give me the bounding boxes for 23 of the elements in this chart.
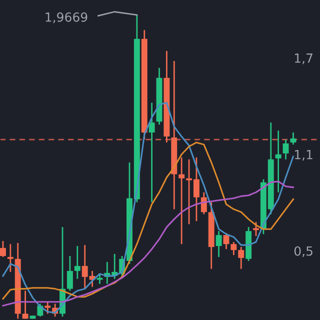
y-tick-label: 1,7 [294,54,312,64]
candlestick [66,255,73,292]
candlestick [282,138,289,160]
candlestick [290,132,296,146]
candlestick [22,290,28,320]
candlestick [178,156,185,245]
candlestick [74,245,80,280]
candlestick [230,241,237,256]
candlestick [0,240,6,258]
y-tick-label: 1,1 [294,150,312,161]
candlestick [253,221,259,237]
candlestick [223,232,230,250]
annotation: 1,9669 [46,12,88,24]
candlestick [216,230,222,258]
candlestick [238,246,244,270]
line-series [2,142,294,300]
candlestick [96,273,103,285]
candlestick [7,243,14,273]
y-tick-label: 0,5 [294,246,312,258]
candlestick [275,130,282,194]
candlestick [148,102,155,203]
line-series [2,180,294,306]
candlestick [44,301,51,314]
